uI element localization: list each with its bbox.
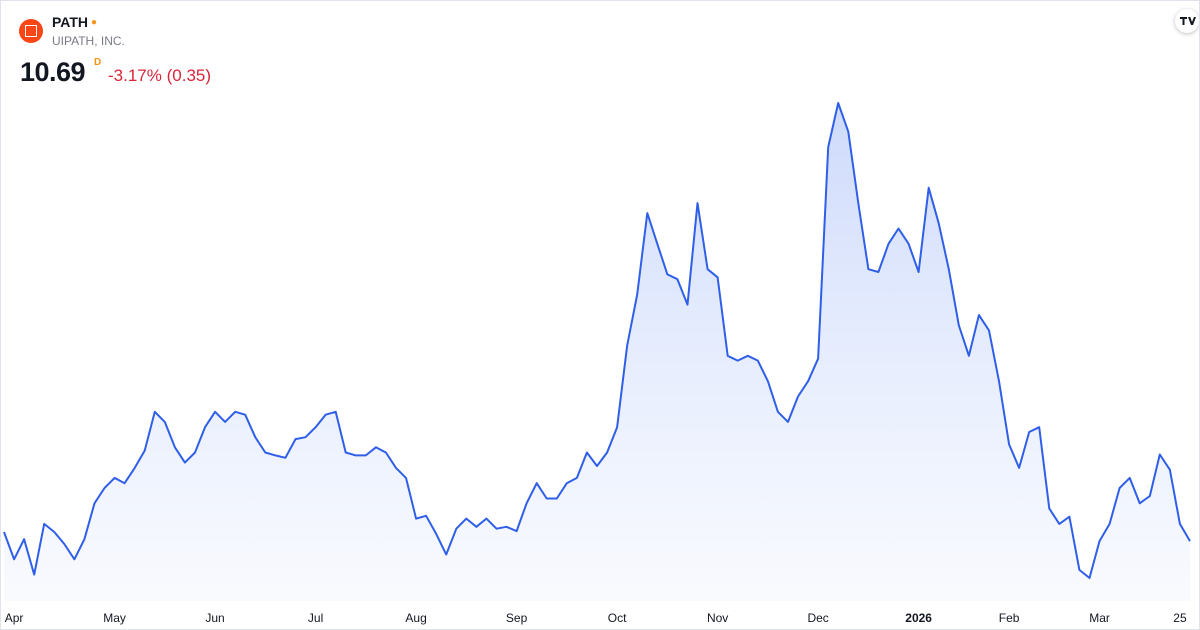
symbol-text[interactable]: PATH (52, 14, 89, 30)
symbol[interactable]: PATH ● (52, 14, 98, 30)
company: UIPATH, INC. (52, 34, 125, 48)
x-tick-label: May (103, 611, 126, 625)
price-line (3, 102, 1191, 579)
change-value: (0.35) (166, 66, 212, 85)
logo (19, 19, 43, 43)
x-tick-label: Mar (1089, 611, 1110, 625)
x-tick-label: Dec (807, 611, 828, 625)
x-tick-label: Sep (506, 611, 528, 625)
price: 10.69 (20, 57, 86, 87)
price-suffix: D (94, 57, 102, 68)
x-tick-label: Aug (405, 611, 426, 625)
change: -3.17% (0.35) (108, 66, 211, 86)
x-tick-label: Oct (608, 611, 627, 625)
x-tick-label: Jul (308, 611, 323, 625)
x-tick-label: Feb (999, 611, 1020, 625)
x-tick-label: Jun (205, 611, 224, 625)
change-percent: -3.17% (108, 66, 162, 85)
x-tick-label: Apr (5, 611, 24, 625)
area-fill (4, 103, 1190, 601)
x-tick-label: 2026 (905, 611, 932, 625)
x-tick-label: Nov (707, 611, 728, 625)
tradingview-logo[interactable] (1175, 9, 1199, 33)
tv-icon (1180, 17, 1196, 25)
x-tick-label: 25 (1173, 611, 1187, 625)
